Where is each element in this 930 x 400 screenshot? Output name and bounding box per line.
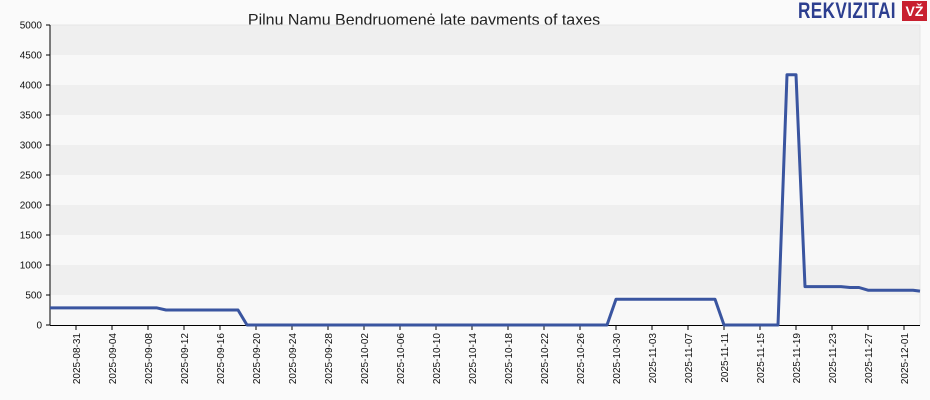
x-tick-label: 2025-09-04: [108, 333, 119, 385]
rekvizitai-logo[interactable]: REKVIZITAI VŽ: [798, 0, 927, 23]
y-tick-label: 2000: [20, 201, 43, 212]
x-tick-label: 2025-10-06: [396, 333, 407, 385]
x-tick-label: 2025-10-02: [360, 333, 371, 385]
grid-band: [50, 175, 920, 205]
grid-band: [50, 205, 920, 235]
x-tick-label: 2025-11-11: [720, 333, 731, 383]
x-tick-label: 2025-10-30: [612, 333, 623, 385]
y-tick-label: 0: [36, 321, 42, 332]
x-tick-label: 2025-11-07: [684, 333, 695, 384]
y-tick-label: 4500: [20, 51, 43, 62]
series-line: [50, 73, 921, 327]
y-tick-label: 5000: [20, 21, 43, 32]
x-tick-label: 2025-09-20: [252, 333, 263, 385]
logo-text: REKVIZITAI: [798, 0, 896, 23]
y-tick-label: 1500: [20, 231, 43, 242]
x-tick-label: 2025-09-28: [324, 333, 335, 385]
x-tick-label: 2025-11-27: [864, 333, 875, 384]
x-tick-label: 2025-11-23: [828, 333, 839, 384]
x-tick-label: 2025-09-08: [144, 333, 155, 385]
x-tick-label: 2025-10-14: [468, 333, 479, 385]
y-tick-label: 3000: [20, 141, 43, 152]
x-tick-label: 2025-09-16: [216, 333, 227, 385]
grid-band: [50, 55, 920, 85]
y-axis-ticks: 0 500 1000 1500 2000 2500 3000 3500 4000 4500 5000: [20, 21, 50, 332]
x-tick-label: 2025-12-01: [900, 333, 911, 385]
grid-band: [50, 25, 920, 55]
y-tick-label: 500: [25, 291, 42, 302]
x-tick-label: 2025-11-03: [648, 333, 659, 384]
x-tick-label: 2025-10-10: [432, 333, 443, 385]
x-tick-label: 2025-10-22: [540, 333, 551, 385]
x-tick-label: 2025-08-31: [72, 333, 83, 385]
y-tick-label: 3500: [20, 111, 43, 122]
y-tick-label: 1000: [20, 261, 43, 272]
x-tick-label: 2025-11-19: [792, 333, 803, 384]
vz-badge-icon: VŽ: [902, 1, 927, 21]
grid-band: [50, 265, 920, 295]
y-tick-label: 2500: [20, 171, 43, 182]
grid-band: [50, 235, 920, 265]
grid-band: [50, 145, 920, 175]
x-tick-label: 2025-09-24: [288, 333, 299, 385]
x-tick-label: 2025-10-26: [576, 333, 587, 385]
x-tick-label: 2025-10-18: [504, 333, 515, 385]
x-tick-label: 2025-11-15: [756, 333, 767, 384]
grid-bands: [50, 24, 921, 325]
grid-band: [50, 85, 920, 115]
y-tick-label: 4000: [20, 81, 43, 92]
x-axis-ticks: 2025-08-31 2025-09-04 2025-09-08 2025-09-12…: [72, 325, 911, 384]
grid-band: [50, 115, 920, 145]
x-tick-label: 2025-09-12: [180, 333, 191, 385]
